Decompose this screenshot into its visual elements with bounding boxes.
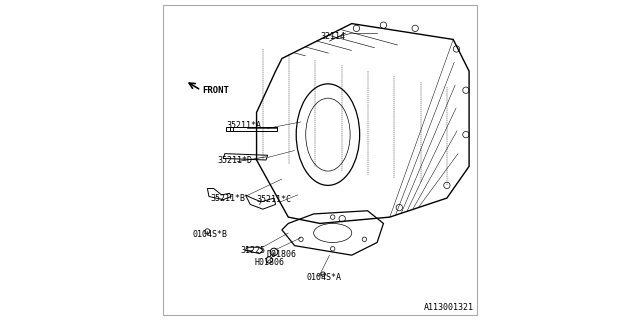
Text: 35211*B: 35211*B: [211, 194, 246, 203]
Text: H01806: H01806: [255, 258, 285, 267]
Text: 31225: 31225: [241, 246, 266, 255]
Text: 35211*C: 35211*C: [257, 195, 292, 204]
Text: 0104S*B: 0104S*B: [193, 230, 227, 239]
Text: 35211*D: 35211*D: [217, 156, 252, 165]
Text: D91806: D91806: [266, 250, 296, 259]
Text: 0104S*A: 0104S*A: [307, 273, 342, 282]
Text: 32114: 32114: [320, 32, 345, 41]
Text: 35211*A: 35211*A: [227, 121, 261, 130]
Text: A113001321: A113001321: [424, 303, 474, 312]
Text: FRONT: FRONT: [203, 86, 230, 95]
